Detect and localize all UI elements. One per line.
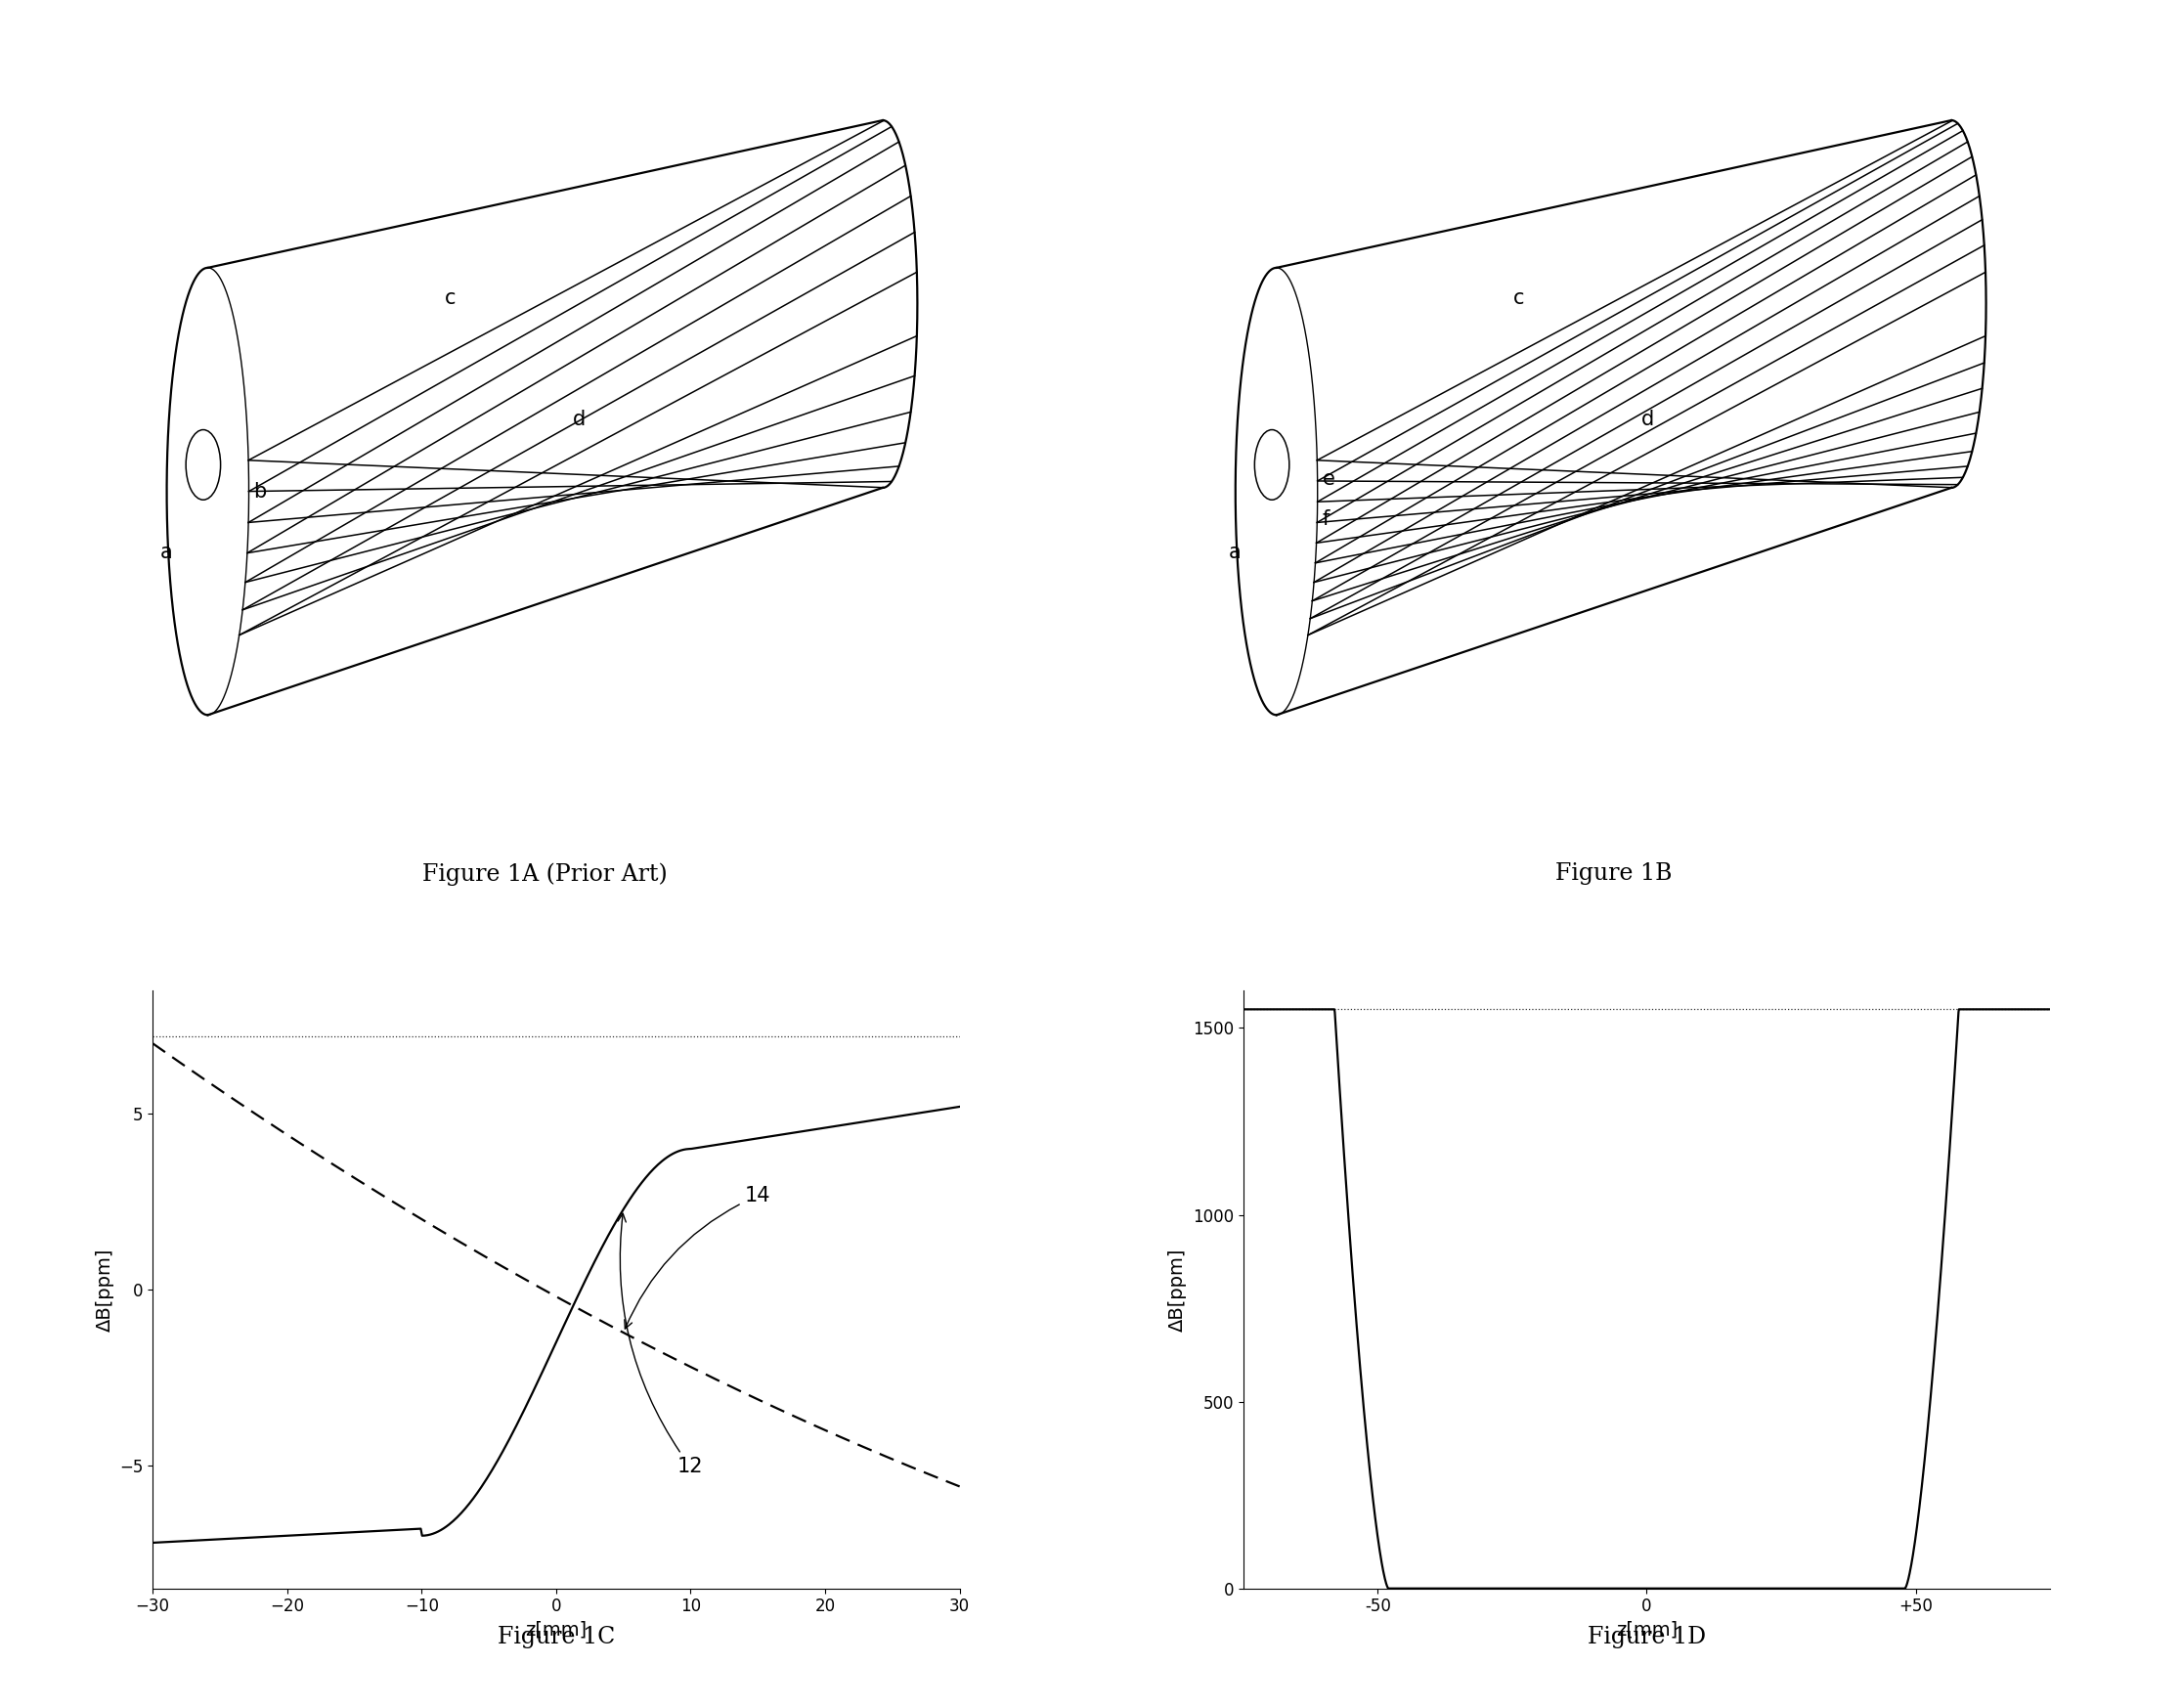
Text: Figure 1A (Prior Art): Figure 1A (Prior Art): [423, 863, 667, 885]
Text: d: d: [1642, 410, 1653, 429]
Text: d: d: [574, 410, 585, 429]
X-axis label: z[mm]: z[mm]: [526, 1621, 587, 1640]
Text: a: a: [1230, 541, 1241, 562]
Text: Figure 1B: Figure 1B: [1555, 863, 1673, 885]
Y-axis label: ΔB[ppm]: ΔB[ppm]: [96, 1249, 113, 1331]
X-axis label: z[mm]: z[mm]: [1616, 1621, 1677, 1640]
Text: Figure 1D: Figure 1D: [1588, 1626, 1706, 1648]
Text: 14: 14: [624, 1185, 770, 1329]
Text: e: e: [1322, 470, 1335, 488]
Text: b: b: [253, 482, 266, 502]
Text: a: a: [161, 541, 172, 562]
Text: f: f: [1322, 509, 1328, 529]
Text: Figure 1C: Figure 1C: [497, 1626, 615, 1648]
Text: c: c: [1514, 289, 1525, 307]
Y-axis label: ΔB[ppm]: ΔB[ppm]: [1169, 1249, 1186, 1331]
Text: c: c: [445, 289, 456, 307]
Text: 12: 12: [617, 1213, 702, 1476]
